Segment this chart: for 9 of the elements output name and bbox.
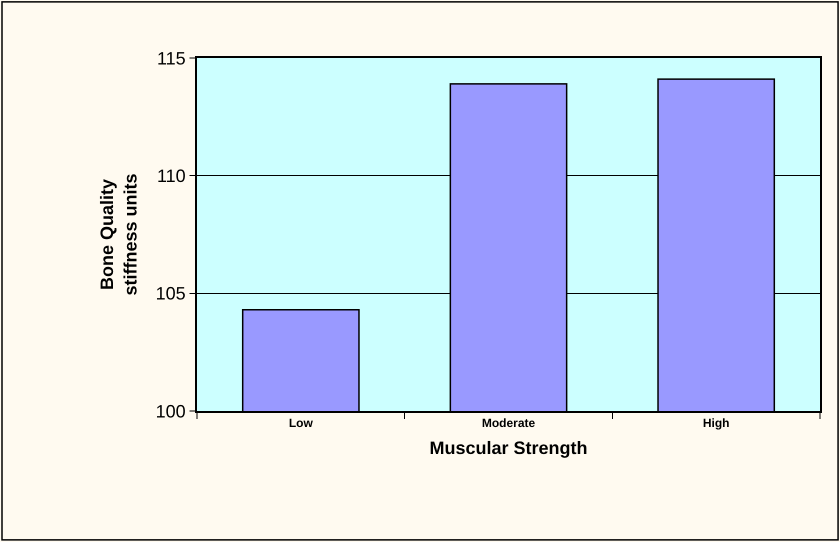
x-tick-label: Low <box>288 416 314 430</box>
y-axis-title: Bone Quality stiffness units <box>96 173 140 296</box>
x-tick-label: Moderate <box>482 416 536 430</box>
y-tick-label: 115 <box>156 48 186 68</box>
y-tick-label: 100 <box>156 401 186 422</box>
x-axis-title: Muscular Strength <box>429 438 588 458</box>
x-tick-label: High <box>702 416 730 430</box>
y-tick-label: 110 <box>156 166 186 186</box>
y-tick-label: 105 <box>156 284 186 304</box>
